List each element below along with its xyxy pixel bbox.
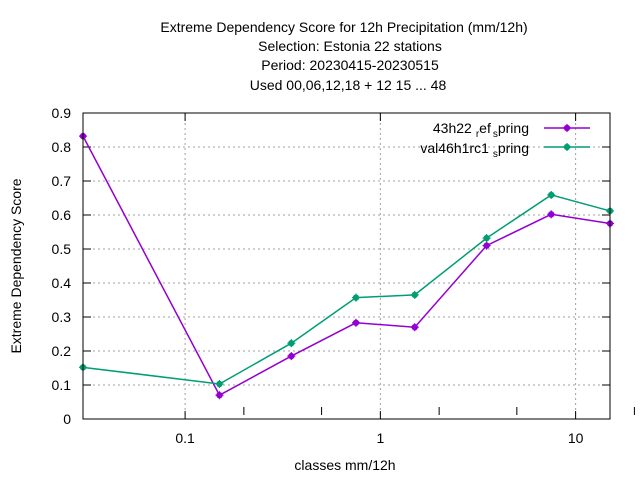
legend: 43h22 ref spring val46h1rc1 spring [420, 120, 590, 160]
y-tick-label: 0.1 [52, 377, 72, 393]
series-1-point [482, 241, 491, 250]
series-2-line [82, 194, 611, 385]
plot-frame [82, 112, 611, 420]
y-tick-label: 0.7 [52, 173, 72, 189]
legend-marker-series-2 [563, 143, 571, 151]
x-tick-label: 0.1 [175, 430, 195, 446]
legend-marker-point [563, 124, 571, 132]
series-1-line [82, 135, 611, 397]
y-axis-label: Extreme Dependency Score [8, 178, 24, 353]
chart-title-line-4: Used 00,06,12,18 + 12 15 ... 48 [250, 77, 447, 93]
legend-marker-series-1 [563, 124, 571, 132]
chart-title-line-2: Selection: Estonia 22 stations [258, 38, 442, 54]
legend-entry-series-1: 43h22 ref spring [433, 120, 590, 140]
series-2-point [287, 339, 296, 348]
y-tick-label: 0.2 [52, 343, 72, 359]
legend-marker-point [563, 143, 571, 151]
series-2-point [215, 379, 224, 388]
y-tick-label: 0.3 [52, 309, 72, 325]
data-series [79, 132, 614, 400]
chart-title-line-3: Period: 20230415-20230515 [261, 57, 439, 73]
y-tick-label: 0.5 [52, 241, 72, 257]
y-tick-label: 0.4 [52, 275, 72, 291]
x-axis-label: classes mm/12h [294, 457, 395, 473]
series-1-point [215, 391, 224, 400]
x-tick-label: 1 [376, 430, 384, 446]
y-tick-label: 0.9 [52, 105, 72, 121]
y-tick-label: 0 [63, 411, 71, 427]
y-tick-label: 0.6 [52, 207, 72, 223]
series-2-point [482, 234, 491, 243]
y-tick-label: 0.8 [52, 139, 72, 155]
series-1-point [287, 352, 296, 361]
series-2-point [351, 293, 360, 302]
series-2 [79, 190, 614, 388]
tick-labels: 0 0.1 0.2 0.3 0.4 0.5 0.6 0.7 0.8 0.9 0.1 1 10 [52, 105, 584, 446]
series-2-point [410, 290, 419, 299]
series-1-point [351, 318, 360, 327]
x-tick-label: 10 [568, 430, 584, 446]
grid-lines [83, 113, 610, 419]
chart-title-line-1: Extreme Dependency Score for 12h Precipi… [160, 19, 527, 35]
series-1-point [410, 323, 419, 332]
axis-ticks [83, 112, 635, 420]
series-1-point [547, 210, 556, 219]
series-2-point [547, 190, 556, 199]
legend-label-series-1: 43h22 ref spring [433, 120, 529, 140]
legend-entry-series-2: val46h1rc1 spring [420, 140, 590, 160]
series-1 [79, 132, 614, 400]
legend-label-series-2: val46h1rc1 spring [420, 140, 529, 160]
